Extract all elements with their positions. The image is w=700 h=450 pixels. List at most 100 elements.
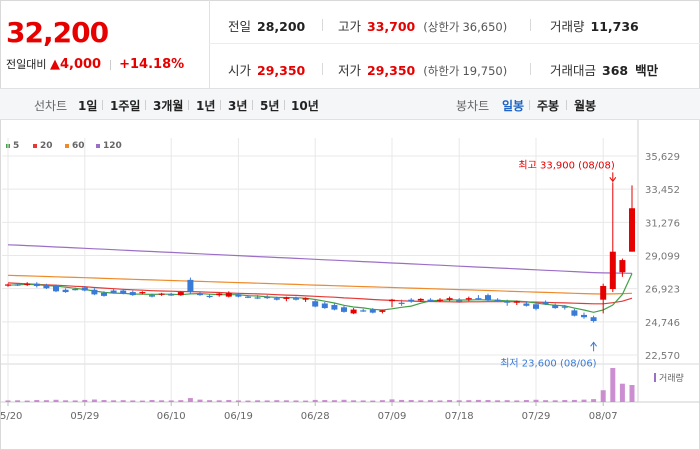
candle-weekly[interactable]: 주봉	[537, 99, 560, 113]
volume-bar	[43, 400, 49, 402]
volume-bar	[475, 399, 481, 402]
candle-body	[513, 301, 520, 303]
volume-bar	[303, 400, 309, 402]
volume-bar	[399, 399, 405, 402]
candle-body	[149, 295, 155, 297]
toolbar-divider	[188, 100, 189, 110]
volume-bar	[418, 400, 424, 402]
volume-bar	[82, 399, 88, 402]
candle-body	[206, 295, 213, 298]
candle-chart-label: 봉차트	[456, 99, 490, 113]
candle-body	[379, 310, 386, 312]
volume-bar	[504, 400, 510, 402]
candle-body	[197, 293, 203, 296]
candle-body	[427, 299, 434, 302]
volume-bar	[139, 400, 145, 402]
range-1y[interactable]: 1년	[196, 99, 216, 113]
candle-body	[408, 299, 415, 302]
candle-monthly[interactable]: 월봉	[574, 99, 597, 113]
candle-body	[254, 297, 261, 299]
volume-bar	[619, 383, 625, 402]
range-3y[interactable]: 3년	[228, 99, 248, 113]
candle-body	[235, 294, 242, 297]
range-10y[interactable]: 10년	[291, 99, 319, 113]
candle-body	[245, 296, 251, 298]
candle-body	[81, 287, 88, 291]
volume-bar	[111, 400, 117, 402]
range-5y[interactable]: 5년	[260, 99, 280, 113]
candle-body	[437, 299, 443, 301]
x-tick-label: 05/20	[0, 411, 22, 422]
candle-body	[504, 301, 511, 303]
volume-bar	[591, 399, 597, 402]
volume-bar	[600, 390, 606, 402]
volume-bar	[34, 400, 40, 402]
range-1w[interactable]: 1주일	[110, 99, 141, 113]
y-tick-label: 24,746	[645, 318, 680, 329]
legend-swatch	[65, 143, 69, 148]
cell-divider	[530, 19, 531, 31]
volume-bar	[72, 400, 78, 402]
x-tick-label: 05/29	[70, 411, 99, 422]
x-tick-label: 07/09	[378, 411, 407, 422]
candle-body	[523, 303, 530, 306]
candle-daily[interactable]: 일봉	[502, 99, 525, 113]
stock-chart: 35,629 33,452 31,276 29,099 26,923 24,746 22,5…	[0, 120, 700, 422]
low-annotation: 최저 23,600 (08/06)	[500, 357, 596, 369]
chart-toolbar: 선차트 1일 1주일 3개월 1년 3년 5년 10년 봉차트 일봉 주봉 월봉	[0, 89, 700, 120]
line-chart-label: 선차트	[34, 99, 68, 113]
legend-ma20: 20	[33, 141, 53, 151]
volume-bar	[226, 400, 232, 402]
volume-bar	[53, 399, 59, 402]
candle-body	[590, 317, 597, 322]
volume-bar	[447, 400, 453, 402]
candle-body	[417, 298, 424, 301]
up-arrow-icon: ▲	[49, 57, 60, 72]
x-tick-label: 07/18	[445, 411, 474, 422]
volume-bar	[207, 400, 213, 402]
candle-body	[129, 292, 136, 296]
candle-body	[571, 310, 578, 316]
day-low: 저가 29,350 (하한가 19,750)	[338, 63, 508, 78]
volume-bar	[466, 400, 472, 402]
range-1d[interactable]: 1일	[78, 99, 98, 113]
volume-bar	[15, 400, 21, 402]
volume-legend-swatch	[654, 373, 656, 382]
volume-bar	[610, 368, 616, 402]
prev-close: 전일 28,200	[228, 19, 306, 34]
candle-body	[475, 298, 482, 300]
x-tick-label: 06/19	[224, 411, 253, 422]
candle-body	[187, 279, 194, 293]
price-change: 전일대비 ▲4,000 +14.18%	[6, 56, 184, 72]
candle-body	[5, 284, 11, 286]
volume-bar	[543, 400, 549, 402]
ma-120-line	[7, 244, 633, 274]
volume-bar	[427, 400, 433, 402]
y-tick-label: 31,276	[645, 218, 680, 229]
volume-bar	[341, 399, 347, 402]
volume-bar	[216, 400, 222, 402]
candle-body	[581, 314, 587, 318]
volume-bar	[264, 400, 270, 402]
candle-body	[14, 284, 21, 286]
header-divider	[209, 0, 210, 88]
candle-body	[456, 300, 463, 302]
y-tick-label: 33,452	[645, 185, 680, 196]
candle-body	[341, 307, 347, 312]
volume-bar	[178, 400, 184, 402]
volume-bar	[552, 400, 558, 402]
volume-bar	[312, 399, 318, 402]
candle-body	[139, 292, 146, 294]
toolbar-divider	[252, 100, 253, 110]
current-price: 32,200	[6, 16, 109, 49]
candle-body	[168, 294, 175, 296]
volume-bar	[120, 400, 126, 402]
range-3m[interactable]: 3개월	[153, 99, 184, 113]
volume-bar	[495, 400, 501, 402]
volume-bar	[533, 399, 539, 402]
candle-body	[110, 290, 117, 293]
candle-body	[33, 283, 40, 286]
trade-amount: 거래대금 368 백만	[550, 63, 659, 78]
x-tick-label: 08/07	[589, 411, 618, 422]
volume-bar	[63, 400, 69, 402]
